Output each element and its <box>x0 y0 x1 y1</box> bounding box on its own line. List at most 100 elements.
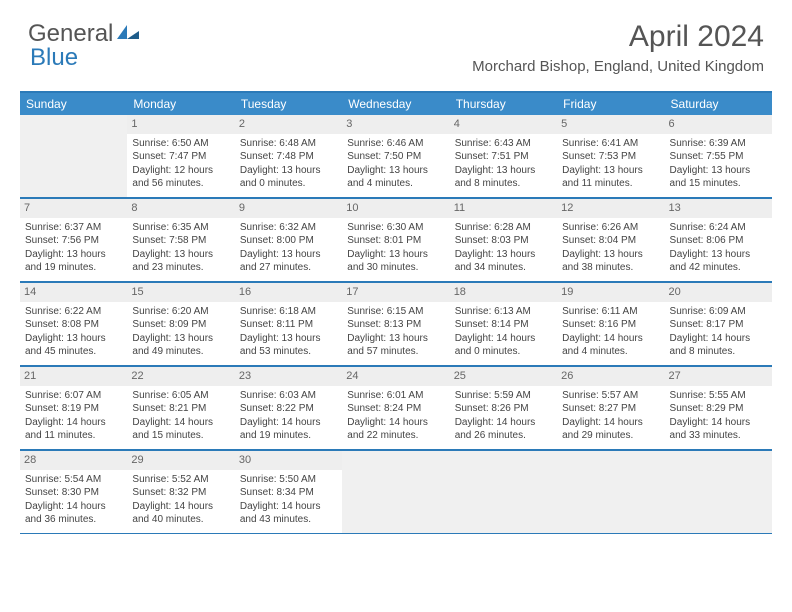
daylight-line: Daylight: 13 hours and 27 minutes. <box>240 248 337 275</box>
day-details: Sunrise: 6:22 AMSunset: 8:08 PMDaylight:… <box>20 302 127 363</box>
sunrise-line: Sunrise: 6:41 AM <box>562 137 659 151</box>
day-details: Sunrise: 6:07 AMSunset: 8:19 PMDaylight:… <box>20 386 127 447</box>
day-cell: 26Sunrise: 5:57 AMSunset: 8:27 PMDayligh… <box>557 367 664 449</box>
day-details: Sunrise: 6:01 AMSunset: 8:24 PMDaylight:… <box>342 386 449 447</box>
empty-cell <box>342 451 449 533</box>
daylight-line: Daylight: 13 hours and 8 minutes. <box>455 164 552 191</box>
daylight-line: Daylight: 14 hours and 0 minutes. <box>455 332 552 359</box>
day-number: 16 <box>235 283 342 302</box>
daylight-line: Daylight: 14 hours and 33 minutes. <box>670 416 767 443</box>
day-number: 25 <box>450 367 557 386</box>
day-details: Sunrise: 6:18 AMSunset: 8:11 PMDaylight:… <box>235 302 342 363</box>
empty-cell <box>20 115 127 197</box>
day-cell: 5Sunrise: 6:41 AMSunset: 7:53 PMDaylight… <box>557 115 664 197</box>
daylight-line: Daylight: 14 hours and 11 minutes. <box>25 416 122 443</box>
logo-mark-icon <box>113 20 141 48</box>
sunrise-line: Sunrise: 6:15 AM <box>347 305 444 319</box>
day-cell: 13Sunrise: 6:24 AMSunset: 8:06 PMDayligh… <box>665 199 772 281</box>
daylight-line: Daylight: 13 hours and 49 minutes. <box>132 332 229 359</box>
sunset-line: Sunset: 8:30 PM <box>25 486 122 500</box>
sunset-line: Sunset: 7:48 PM <box>240 150 337 164</box>
day-details: Sunrise: 5:57 AMSunset: 8:27 PMDaylight:… <box>557 386 664 447</box>
daylight-line: Daylight: 14 hours and 26 minutes. <box>455 416 552 443</box>
day-details: Sunrise: 6:09 AMSunset: 8:17 PMDaylight:… <box>665 302 772 363</box>
sunset-line: Sunset: 7:53 PM <box>562 150 659 164</box>
sunset-line: Sunset: 7:50 PM <box>347 150 444 164</box>
day-number: 27 <box>665 367 772 386</box>
day-number: 13 <box>665 199 772 218</box>
sunset-line: Sunset: 8:01 PM <box>347 234 444 248</box>
day-number: 4 <box>450 115 557 134</box>
sunset-line: Sunset: 8:06 PM <box>670 234 767 248</box>
day-details: Sunrise: 6:30 AMSunset: 8:01 PMDaylight:… <box>342 218 449 279</box>
day-details: Sunrise: 6:35 AMSunset: 7:58 PMDaylight:… <box>127 218 234 279</box>
day-cell: 21Sunrise: 6:07 AMSunset: 8:19 PMDayligh… <box>20 367 127 449</box>
title-block: April 2024 Morchard Bishop, England, Uni… <box>472 20 764 75</box>
day-number: 11 <box>450 199 557 218</box>
day-details: Sunrise: 6:03 AMSunset: 8:22 PMDaylight:… <box>235 386 342 447</box>
day-cell: 11Sunrise: 6:28 AMSunset: 8:03 PMDayligh… <box>450 199 557 281</box>
day-details: Sunrise: 6:20 AMSunset: 8:09 PMDaylight:… <box>127 302 234 363</box>
sunrise-line: Sunrise: 6:22 AM <box>25 305 122 319</box>
day-cell: 23Sunrise: 6:03 AMSunset: 8:22 PMDayligh… <box>235 367 342 449</box>
daylight-line: Daylight: 13 hours and 15 minutes. <box>670 164 767 191</box>
day-details: Sunrise: 6:15 AMSunset: 8:13 PMDaylight:… <box>342 302 449 363</box>
week-row: 14Sunrise: 6:22 AMSunset: 8:08 PMDayligh… <box>20 282 772 366</box>
day-details: Sunrise: 6:43 AMSunset: 7:51 PMDaylight:… <box>450 134 557 195</box>
sunset-line: Sunset: 8:34 PM <box>240 486 337 500</box>
day-cell: 22Sunrise: 6:05 AMSunset: 8:21 PMDayligh… <box>127 367 234 449</box>
sunrise-line: Sunrise: 6:37 AM <box>25 221 122 235</box>
day-number: 22 <box>127 367 234 386</box>
sunrise-line: Sunrise: 6:20 AM <box>132 305 229 319</box>
day-number: 14 <box>20 283 127 302</box>
daylight-line: Daylight: 12 hours and 56 minutes. <box>132 164 229 191</box>
day-number: 3 <box>342 115 449 134</box>
day-number: 15 <box>127 283 234 302</box>
day-cell: 16Sunrise: 6:18 AMSunset: 8:11 PMDayligh… <box>235 283 342 365</box>
day-number: 1 <box>127 115 234 134</box>
day-cell: 28Sunrise: 5:54 AMSunset: 8:30 PMDayligh… <box>20 451 127 533</box>
sunrise-line: Sunrise: 6:01 AM <box>347 389 444 403</box>
sunset-line: Sunset: 7:55 PM <box>670 150 767 164</box>
day-cell: 17Sunrise: 6:15 AMSunset: 8:13 PMDayligh… <box>342 283 449 365</box>
day-header-tuesday: Tuesday <box>235 93 342 115</box>
day-cell: 3 Sunrise: 6:46 AMSunset: 7:50 PMDaylight… <box>342 115 449 197</box>
sunset-line: Sunset: 8:00 PM <box>240 234 337 248</box>
day-number: 8 <box>127 199 234 218</box>
sunset-line: Sunset: 8:13 PM <box>347 318 444 332</box>
empty-cell <box>557 451 664 533</box>
daylight-line: Daylight: 14 hours and 19 minutes. <box>240 416 337 443</box>
week-row: 28Sunrise: 5:54 AMSunset: 8:30 PMDayligh… <box>20 450 772 534</box>
sunrise-line: Sunrise: 6:07 AM <box>25 389 122 403</box>
daylight-line: Daylight: 13 hours and 38 minutes. <box>562 248 659 275</box>
day-header-row: SundayMondayTuesdayWednesdayThursdayFrid… <box>20 93 772 115</box>
sunrise-line: Sunrise: 6:46 AM <box>347 137 444 151</box>
sunrise-line: Sunrise: 6:26 AM <box>562 221 659 235</box>
daylight-line: Daylight: 14 hours and 36 minutes. <box>25 500 122 527</box>
sunrise-line: Sunrise: 5:54 AM <box>25 473 122 487</box>
header: General April 2024 Morchard Bishop, Engl… <box>0 0 792 83</box>
day-details: Sunrise: 5:59 AMSunset: 8:26 PMDaylight:… <box>450 386 557 447</box>
sunrise-line: Sunrise: 6:35 AM <box>132 221 229 235</box>
day-cell: 1Sunrise: 6:50 AMSunset: 7:47 PMDaylight… <box>127 115 234 197</box>
day-cell: 30Sunrise: 5:50 AMSunset: 8:34 PMDayligh… <box>235 451 342 533</box>
sunrise-line: Sunrise: 6:43 AM <box>455 137 552 151</box>
day-cell: 27Sunrise: 5:55 AMSunset: 8:29 PMDayligh… <box>665 367 772 449</box>
day-details: Sunrise: 5:52 AMSunset: 8:32 PMDaylight:… <box>127 470 234 531</box>
day-cell: 10Sunrise: 6:30 AMSunset: 8:01 PMDayligh… <box>342 199 449 281</box>
sunrise-line: Sunrise: 5:57 AM <box>562 389 659 403</box>
day-details: Sunrise: 5:55 AMSunset: 8:29 PMDaylight:… <box>665 386 772 447</box>
sunset-line: Sunset: 8:26 PM <box>455 402 552 416</box>
day-cell: 9Sunrise: 6:32 AMSunset: 8:00 PMDaylight… <box>235 199 342 281</box>
daylight-line: Daylight: 13 hours and 45 minutes. <box>25 332 122 359</box>
day-number: 18 <box>450 283 557 302</box>
sunset-line: Sunset: 7:51 PM <box>455 150 552 164</box>
daylight-line: Daylight: 13 hours and 4 minutes. <box>347 164 444 191</box>
sunset-line: Sunset: 7:58 PM <box>132 234 229 248</box>
day-header-sunday: Sunday <box>20 93 127 115</box>
day-details: Sunrise: 6:37 AMSunset: 7:56 PMDaylight:… <box>20 218 127 279</box>
daylight-line: Daylight: 14 hours and 15 minutes. <box>132 416 229 443</box>
location: Morchard Bishop, England, United Kingdom <box>472 58 764 75</box>
day-details: Sunrise: 6:39 AMSunset: 7:55 PMDaylight:… <box>665 134 772 195</box>
sunrise-line: Sunrise: 6:48 AM <box>240 137 337 151</box>
